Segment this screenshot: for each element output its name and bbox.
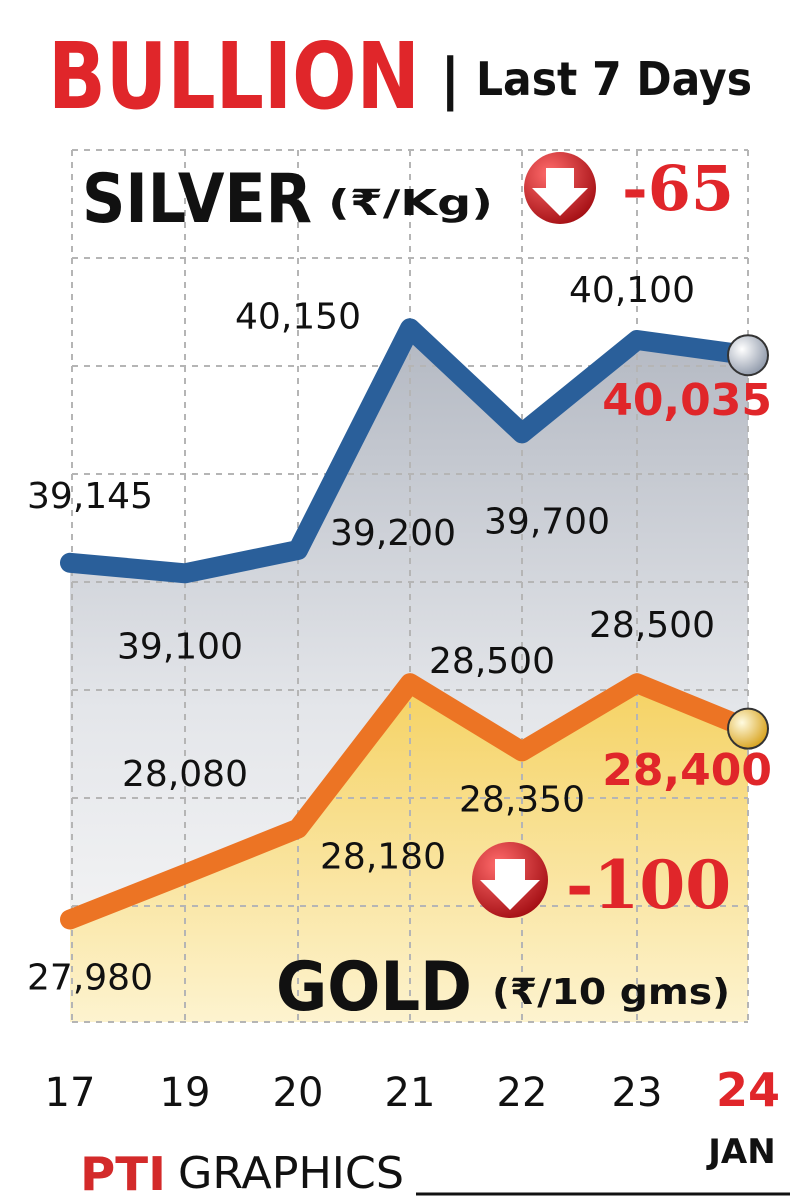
gold-change: -100	[566, 846, 731, 924]
x-axis-month: JAN	[706, 1132, 775, 1172]
gold-area	[70, 683, 748, 1022]
gold-data-label-21: 28,500	[429, 641, 555, 682]
x-tick-label-19: 19	[160, 1070, 211, 1116]
silver-latest-value: 40,035	[602, 375, 772, 426]
silver-data-label-22: 39,700	[484, 501, 610, 542]
gold-down-arrow-icon	[472, 842, 548, 918]
x-tick-label-23: 23	[612, 1070, 663, 1116]
gold-data-labels: 27,980 28,080 28,180 28,500 28,350 28,500	[27, 605, 715, 998]
gold-data-label-20: 28,180	[320, 837, 446, 878]
gold-unit: (₹/10 gms)	[492, 972, 730, 1013]
pti-logo: PTI	[80, 1147, 166, 1201]
footer-label: GRAPHICS	[178, 1148, 404, 1199]
gold-series-name: GOLD	[276, 948, 472, 1027]
x-tick-label-17: 17	[45, 1070, 96, 1116]
gold-data-label-23: 28,500	[589, 605, 715, 646]
silver-change: -65	[622, 152, 734, 225]
gold-line	[60, 673, 758, 930]
gold-data-label-17: 27,980	[27, 958, 153, 999]
silver-line	[60, 318, 758, 584]
silver-data-label-21: 40,150	[235, 296, 361, 337]
title-separator: |	[440, 47, 460, 112]
silver-data-label-17: 39,145	[27, 476, 153, 517]
gold-end-marker	[727, 707, 769, 750]
gold-data-label-22: 28,350	[459, 779, 585, 820]
silver-data-label-23: 40,100	[569, 270, 695, 311]
silver-data-label-20: 39,200	[330, 513, 456, 554]
chart-subtitle: Last 7 Days	[476, 52, 752, 106]
chart-title: BULLION	[48, 23, 420, 130]
gold-latest-value: 28,400	[602, 745, 772, 796]
x-axis-tick-labels: 17 19 20 21 22 23 24	[45, 1063, 780, 1117]
silver-down-arrow-icon	[524, 152, 596, 224]
pti-logo-text: PTI	[80, 1147, 166, 1201]
silver-end-marker	[727, 334, 769, 377]
x-tick-label-22: 22	[497, 1070, 548, 1116]
silver-series-name: SILVER	[82, 160, 312, 239]
silver-data-label-19: 39,100	[117, 626, 243, 667]
gold-data-label-19: 28,080	[122, 754, 248, 795]
silver-unit: (₹/Kg)	[328, 183, 493, 224]
x-tick-label-24: 24	[716, 1063, 780, 1117]
x-tick-label-21: 21	[385, 1070, 436, 1116]
silver-data-labels: 39,145 39,100 39,200 40,150 39,700 40,100	[27, 270, 695, 667]
x-tick-label-20: 20	[273, 1070, 324, 1116]
